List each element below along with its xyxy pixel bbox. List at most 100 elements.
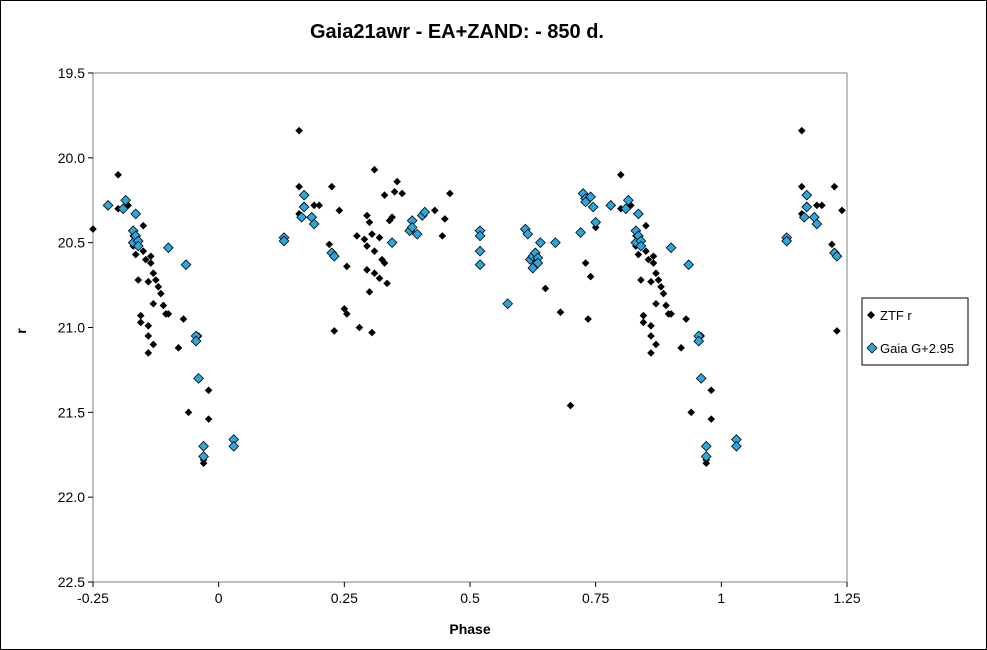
gaia-data-point	[635, 240, 647, 252]
gaia-data-point	[622, 194, 634, 206]
gaia-data-point	[590, 216, 602, 228]
ztf-data-point	[365, 218, 374, 227]
gaia-data-point	[132, 240, 144, 252]
ztf-data-point	[174, 344, 183, 352]
ztf-data-point	[441, 215, 449, 223]
ztf-data-point	[642, 247, 650, 255]
gaia-data-point	[130, 208, 142, 220]
ztf-data-point	[388, 213, 396, 222]
ztf-data-point	[136, 318, 145, 327]
ztf-data-point	[566, 401, 575, 410]
gaia-data-point	[190, 335, 202, 347]
y-tick-label: 22.5	[58, 574, 85, 590]
x-tick-label: 0.25	[331, 590, 358, 606]
ztf-data-point	[813, 201, 821, 210]
ztf-data-point	[652, 269, 660, 278]
ztf-data-point	[139, 247, 148, 255]
gaia-data-point	[665, 242, 677, 254]
gaia-data-point	[228, 440, 240, 452]
gaia-data-point	[683, 259, 695, 271]
gaia-data-point	[180, 259, 192, 271]
y-tick-label: 21.0	[58, 320, 85, 336]
ztf-data-point	[702, 459, 711, 468]
gaia-data-point	[695, 373, 707, 384]
legend-marker-ztf	[867, 311, 875, 319]
gaia-data-point	[502, 298, 514, 310]
ztf-data-point	[184, 408, 193, 417]
gaia-data-point	[798, 211, 810, 223]
ztf-data-point	[383, 279, 391, 288]
gaia-data-point	[198, 451, 209, 462]
ztf-data-point	[657, 282, 665, 291]
legend-box	[861, 297, 969, 366]
ztf-data-point	[154, 282, 163, 291]
gaia-data-point	[575, 227, 586, 238]
ztf-data-point	[363, 266, 371, 274]
gaia-data-point	[811, 218, 823, 230]
ztf-data-point	[114, 171, 122, 179]
ztf-data-point	[330, 327, 339, 335]
ztf-data-point	[343, 262, 351, 271]
gaia-data-point	[700, 440, 712, 452]
ztf-data-point	[327, 182, 336, 191]
gaia-data-point	[117, 203, 129, 215]
ztf-data-point	[797, 126, 806, 135]
legend: ZTF r Gaia G+2.95	[861, 297, 969, 366]
ztf-data-point	[581, 259, 590, 267]
gaia-data-point	[831, 250, 843, 262]
gaia-data-point	[633, 208, 644, 220]
ztf-data-point	[662, 301, 670, 310]
ztf-data-point	[368, 328, 376, 337]
gaia-data-point	[605, 199, 617, 211]
gaia-data-point	[411, 228, 423, 240]
ztf-data-point	[360, 235, 369, 244]
ztf-data-point	[659, 289, 668, 298]
legend-label-gaia: Gaia G+2.95	[880, 341, 954, 356]
ztf-data-point	[363, 211, 371, 220]
ztf-data-point	[179, 315, 188, 323]
x-tick-label: 1	[717, 590, 725, 606]
ztf-data-point	[149, 340, 158, 349]
ztf-data-point	[295, 126, 303, 135]
gaia-data-point	[198, 440, 209, 452]
gaia-data-point	[102, 199, 114, 211]
y-tick-label: 21.5	[58, 404, 85, 420]
ztf-data-point	[144, 277, 153, 286]
gaia-data-point	[406, 222, 418, 233]
ztf-data-point	[295, 182, 303, 191]
ztf-data-point	[368, 230, 376, 238]
ztf-data-point	[556, 308, 565, 317]
ztf-data-point	[149, 269, 158, 278]
gaia-data-point	[522, 228, 534, 240]
gaia-data-point	[298, 189, 310, 201]
gaia-data-point	[419, 206, 431, 218]
ztf-data-point	[828, 240, 836, 249]
ztf-data-point	[375, 233, 384, 242]
ztf-data-point	[830, 182, 839, 191]
ztf-data-point	[378, 255, 386, 264]
gaia-data-point	[532, 257, 544, 269]
ztf-data-point	[644, 255, 653, 264]
ztf-data-point	[340, 305, 349, 313]
ztf-data-point	[134, 276, 143, 284]
ztf-data-point	[159, 301, 168, 310]
ztf-data-point	[141, 255, 150, 264]
gaia-data-point	[278, 235, 290, 247]
x-tick-label: -0.25	[77, 590, 109, 606]
gaia-data-point	[163, 242, 174, 254]
ztf-data-point	[380, 191, 389, 199]
ztf-data-point	[649, 259, 658, 267]
x-tick-label: 0.5	[460, 590, 480, 606]
x-tick-label: 0	[215, 590, 223, 606]
ztf-data-point	[295, 210, 303, 218]
gaia-data-point	[693, 335, 705, 347]
ztf-data-point	[398, 189, 406, 198]
ztf-data-point	[682, 315, 690, 323]
y-tick-label: 20.5	[58, 235, 85, 251]
ztf-data-point	[131, 250, 140, 259]
gaia-data-point	[120, 194, 132, 206]
gaia-data-point	[801, 201, 813, 213]
ztf-data-point	[707, 386, 716, 395]
gaia-data-point	[474, 259, 486, 271]
